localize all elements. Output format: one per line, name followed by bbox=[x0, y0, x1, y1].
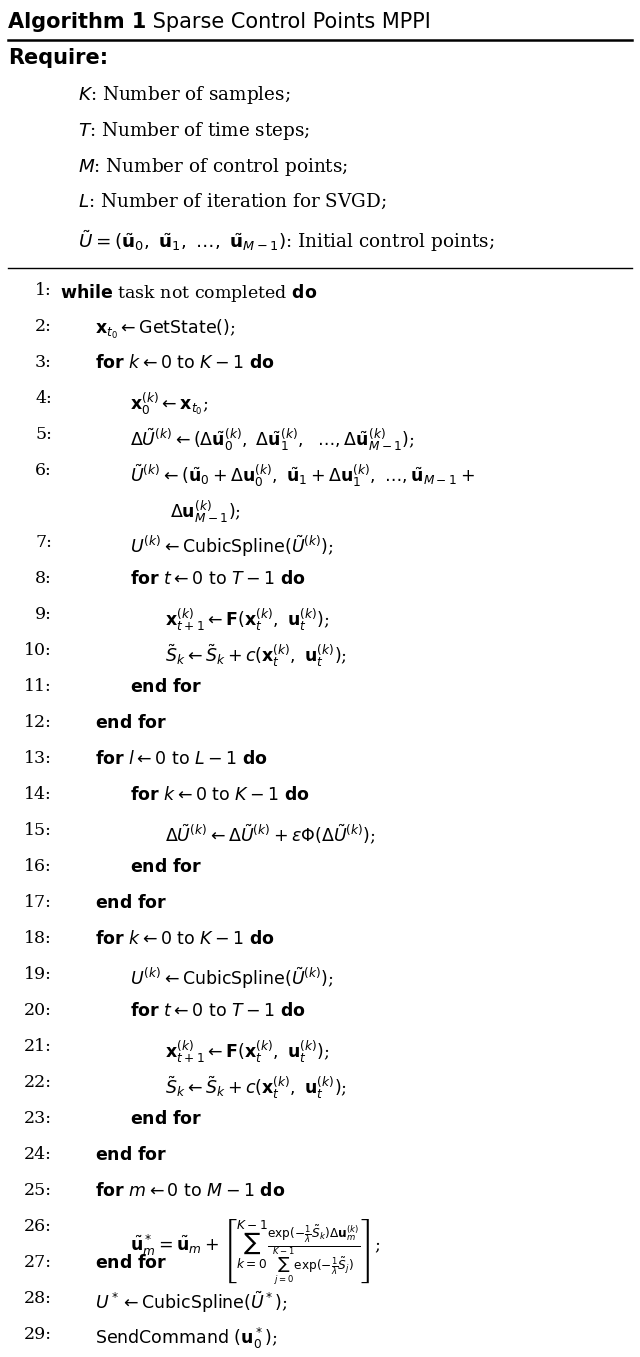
Text: 3:: 3: bbox=[35, 354, 52, 370]
Text: 25:: 25: bbox=[24, 1182, 52, 1200]
Text: $\mathbf{end\ for}$: $\mathbf{end\ for}$ bbox=[130, 858, 202, 877]
Text: 1:: 1: bbox=[35, 282, 52, 299]
Text: $\mathbf{x}_{t+1}^{(k)} \leftarrow \mathbf{F}(\mathbf{x}_t^{(k)},\ \mathbf{u}_t^: $\mathbf{x}_{t+1}^{(k)} \leftarrow \math… bbox=[165, 1038, 330, 1065]
Text: 15:: 15: bbox=[24, 822, 52, 839]
Text: $U^{(k)} \leftarrow \mathrm{CubicSpline}(\tilde{U}^{(k)})$;: $U^{(k)} \leftarrow \mathrm{CubicSpline}… bbox=[130, 966, 334, 992]
Text: 24:: 24: bbox=[24, 1147, 52, 1163]
Text: $\mathbf{end\ for}$: $\mathbf{end\ for}$ bbox=[130, 678, 202, 696]
Text: $T$: Number of time steps;: $T$: Number of time steps; bbox=[78, 119, 310, 142]
Text: $\mathbf{x}_{t_0} \leftarrow \mathrm{GetState}()$;: $\mathbf{x}_{t_0} \leftarrow \mathrm{Get… bbox=[95, 318, 236, 341]
Text: 11:: 11: bbox=[24, 678, 52, 695]
Text: $\mathbf{for}\ k \leftarrow 0\ \mathrm{to}\ K-1\ \mathbf{do}$: $\mathbf{for}\ k \leftarrow 0\ \mathrm{t… bbox=[130, 786, 310, 803]
Text: 17:: 17: bbox=[24, 894, 52, 911]
Text: 10:: 10: bbox=[24, 642, 52, 660]
Text: $\mathbf{end\ for}$: $\mathbf{end\ for}$ bbox=[95, 1147, 167, 1164]
Text: 12:: 12: bbox=[24, 714, 52, 731]
Text: Require:: Require: bbox=[8, 47, 108, 68]
Text: Algorithm 1: Algorithm 1 bbox=[8, 12, 147, 33]
Text: 7:: 7: bbox=[35, 535, 52, 551]
Text: $\mathbf{x}_0^{(k)} \leftarrow \mathbf{x}_{t_0}$;: $\mathbf{x}_0^{(k)} \leftarrow \mathbf{x… bbox=[130, 389, 208, 417]
Text: 21:: 21: bbox=[24, 1038, 52, 1054]
Text: 23:: 23: bbox=[24, 1110, 52, 1128]
Text: $\mathrm{SendCommand}\ (\mathbf{u}_0^*)$;: $\mathrm{SendCommand}\ (\mathbf{u}_0^*)$… bbox=[95, 1326, 277, 1352]
Text: 9:: 9: bbox=[35, 607, 52, 623]
Text: $\tilde{\mathbf{u}}_m^* = \tilde{\mathbf{u}}_m + \left[\sum_{k=0}^{K-1} \frac{\e: $\tilde{\mathbf{u}}_m^* = \tilde{\mathbf… bbox=[130, 1219, 381, 1286]
Text: 2:: 2: bbox=[35, 318, 52, 335]
Text: 13:: 13: bbox=[24, 750, 52, 767]
Text: $L$: Number of iteration for SVGD;: $L$: Number of iteration for SVGD; bbox=[78, 191, 387, 212]
Text: $U^{(k)} \leftarrow \mathrm{CubicSpline}(\tilde{U}^{(k)})$;: $U^{(k)} \leftarrow \mathrm{CubicSpline}… bbox=[130, 535, 334, 559]
Text: 5:: 5: bbox=[35, 426, 52, 442]
Text: 20:: 20: bbox=[24, 1001, 52, 1019]
Text: 8:: 8: bbox=[35, 570, 52, 588]
Text: 19:: 19: bbox=[24, 966, 52, 982]
Text: 4:: 4: bbox=[35, 389, 52, 407]
Text: $K$: Number of samples;: $K$: Number of samples; bbox=[78, 84, 291, 106]
Text: $\mathbf{end\ for}$: $\mathbf{end\ for}$ bbox=[95, 1254, 167, 1272]
Text: $\mathbf{for}\ l \leftarrow 0\ \mathrm{to}\ L-1\ \mathbf{do}$: $\mathbf{for}\ l \leftarrow 0\ \mathrm{t… bbox=[95, 750, 268, 768]
Text: $\Delta\mathbf{u}_{M-1}^{(k)})$;: $\Delta\mathbf{u}_{M-1}^{(k)})$; bbox=[170, 498, 241, 525]
Text: $\mathbf{end\ for}$: $\mathbf{end\ for}$ bbox=[95, 894, 167, 912]
Text: 18:: 18: bbox=[24, 930, 52, 947]
Text: 16:: 16: bbox=[24, 858, 52, 875]
Text: $\mathbf{for}\ t \leftarrow 0\ \mathrm{to}\ T-1\ \mathbf{do}$: $\mathbf{for}\ t \leftarrow 0\ \mathrm{t… bbox=[130, 570, 306, 588]
Text: $\mathbf{for}\ m \leftarrow 0\ \mathrm{to}\ M-1\ \mathbf{do}$: $\mathbf{for}\ m \leftarrow 0\ \mathrm{t… bbox=[95, 1182, 285, 1200]
Text: $\mathbf{x}_{t+1}^{(k)} \leftarrow \mathbf{F}(\mathbf{x}_t^{(k)},\ \mathbf{u}_t^: $\mathbf{x}_{t+1}^{(k)} \leftarrow \math… bbox=[165, 607, 330, 632]
Text: $\mathbf{for}\ k \leftarrow 0\ \mathrm{to}\ K-1\ \mathbf{do}$: $\mathbf{for}\ k \leftarrow 0\ \mathrm{t… bbox=[95, 930, 275, 949]
Text: 27:: 27: bbox=[24, 1254, 52, 1272]
Text: 22:: 22: bbox=[24, 1073, 52, 1091]
Text: 14:: 14: bbox=[24, 786, 52, 803]
Text: $U^* \leftarrow \mathrm{CubicSpline}(\tilde{U}^*)$;: $U^* \leftarrow \mathrm{CubicSpline}(\ti… bbox=[95, 1291, 287, 1315]
Text: Sparse Control Points MPPI: Sparse Control Points MPPI bbox=[146, 12, 431, 33]
Text: $\tilde{S}_k \leftarrow \tilde{S}_k + c(\mathbf{x}_t^{(k)},\ \mathbf{u}_t^{(k)}): $\tilde{S}_k \leftarrow \tilde{S}_k + c(… bbox=[165, 1073, 347, 1101]
Text: $\tilde{U} = (\tilde{\mathbf{u}}_0,\ \tilde{\mathbf{u}}_1,\ \ldots,\ \tilde{\mat: $\tilde{U} = (\tilde{\mathbf{u}}_0,\ \ti… bbox=[78, 228, 494, 254]
Text: 28:: 28: bbox=[24, 1291, 52, 1307]
Text: $\mathbf{for}\ k \leftarrow 0\ \mathrm{to}\ K-1\ \mathbf{do}$: $\mathbf{for}\ k \leftarrow 0\ \mathrm{t… bbox=[95, 354, 275, 372]
Text: 26:: 26: bbox=[24, 1219, 52, 1235]
Text: $\mathbf{end\ for}$: $\mathbf{end\ for}$ bbox=[130, 1110, 202, 1128]
Text: $\tilde{S}_k \leftarrow \tilde{S}_k + c(\mathbf{x}_t^{(k)},\ \mathbf{u}_t^{(k)}): $\tilde{S}_k \leftarrow \tilde{S}_k + c(… bbox=[165, 642, 347, 669]
Text: $\mathbf{end\ for}$: $\mathbf{end\ for}$ bbox=[95, 714, 167, 731]
Text: $\Delta\tilde{U}^{(k)} \leftarrow \Delta\tilde{U}^{(k)} + \epsilon\Phi(\Delta\ti: $\Delta\tilde{U}^{(k)} \leftarrow \Delta… bbox=[165, 822, 376, 845]
Text: 6:: 6: bbox=[35, 461, 52, 479]
Text: $\mathbf{for}\ t \leftarrow 0\ \mathrm{to}\ T-1\ \mathbf{do}$: $\mathbf{for}\ t \leftarrow 0\ \mathrm{t… bbox=[130, 1001, 306, 1020]
Text: $M$: Number of control points;: $M$: Number of control points; bbox=[78, 156, 348, 178]
Text: $\Delta\tilde{U}^{(k)} \leftarrow (\Delta\tilde{\mathbf{u}}_0^{(k)},\ \Delta\til: $\Delta\tilde{U}^{(k)} \leftarrow (\Delt… bbox=[130, 426, 415, 453]
Text: $\mathbf{while}$ task not completed $\mathbf{do}$: $\mathbf{while}$ task not completed $\ma… bbox=[60, 282, 317, 304]
Text: 29:: 29: bbox=[24, 1326, 52, 1343]
Text: $\tilde{U}^{(k)} \leftarrow (\tilde{\mathbf{u}}_0 + \Delta\mathbf{u}_0^{(k)},\ \: $\tilde{U}^{(k)} \leftarrow (\tilde{\mat… bbox=[130, 461, 475, 489]
